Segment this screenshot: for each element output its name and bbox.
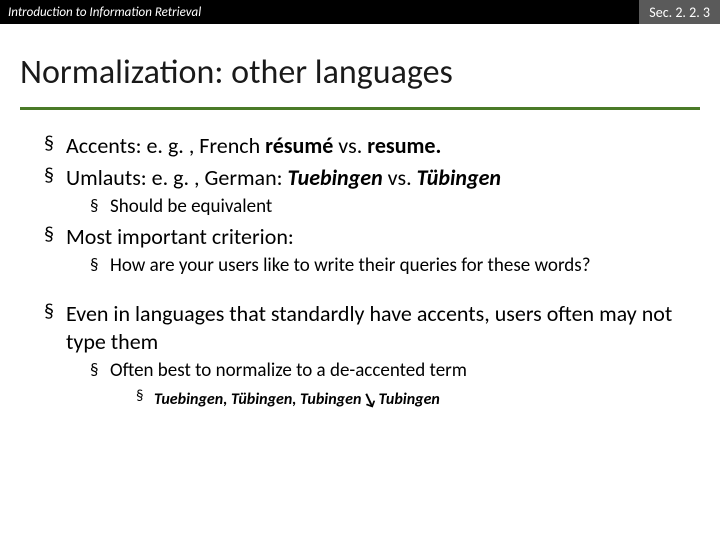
bullet-equivalent: Should be equivalent bbox=[90, 195, 690, 219]
bullet-criterion: Most important criterion: bbox=[44, 223, 690, 251]
text: Umlauts: e. g. , German: bbox=[66, 164, 288, 191]
tubingen-variants: Tuebingen, Tübingen, Tubingen bbox=[154, 390, 361, 409]
text: Most important criterion: bbox=[66, 223, 294, 250]
text: Often best to normalize to a de-accented… bbox=[110, 359, 467, 382]
tubingen-normalized: Tubingen bbox=[379, 390, 440, 409]
text: Accents: e. g. , French bbox=[66, 132, 265, 159]
slide-title: Normalization: other languages bbox=[20, 52, 700, 93]
title-area: Normalization: other languages bbox=[0, 24, 720, 101]
text: vs. bbox=[333, 132, 367, 159]
word-resume-plain: resume bbox=[367, 132, 435, 159]
bullet-tubingen-list: Tuebingen, Tübingen, Tubingen↘Tubingen bbox=[136, 387, 690, 410]
header-left-text: Introduction to Information Retrieval bbox=[8, 5, 201, 20]
word-resume-accented: résumé bbox=[265, 132, 333, 159]
word-tuebingen: Tuebingen bbox=[288, 164, 383, 191]
bullet-accents: Accents: e. g. , French résumé vs. resum… bbox=[44, 132, 690, 160]
text: . bbox=[435, 132, 441, 159]
word-tubingen-umlaut: Tübingen bbox=[417, 164, 501, 191]
slide-content: Accents: e. g. , French résumé vs. resum… bbox=[0, 110, 720, 410]
text: vs. bbox=[383, 164, 417, 191]
slide-header: Introduction to Information Retrieval Se… bbox=[0, 0, 720, 24]
text: Should be equivalent bbox=[110, 195, 272, 218]
bullet-umlauts: Umlauts: e. g. , German: Tuebingen vs. T… bbox=[44, 164, 690, 192]
text: Even in languages that standardly have a… bbox=[66, 300, 672, 355]
arrow-icon: ↘ bbox=[359, 387, 381, 413]
bullet-normalize: Often best to normalize to a de-accented… bbox=[90, 359, 690, 383]
text: How are your users like to write their q… bbox=[110, 254, 591, 277]
header-right-section: Sec. 2. 2. 3 bbox=[639, 0, 720, 24]
spacer bbox=[30, 282, 690, 296]
bullet-languages-accents: Even in languages that standardly have a… bbox=[44, 300, 690, 355]
bullet-users-write: How are your users like to write their q… bbox=[90, 254, 690, 278]
